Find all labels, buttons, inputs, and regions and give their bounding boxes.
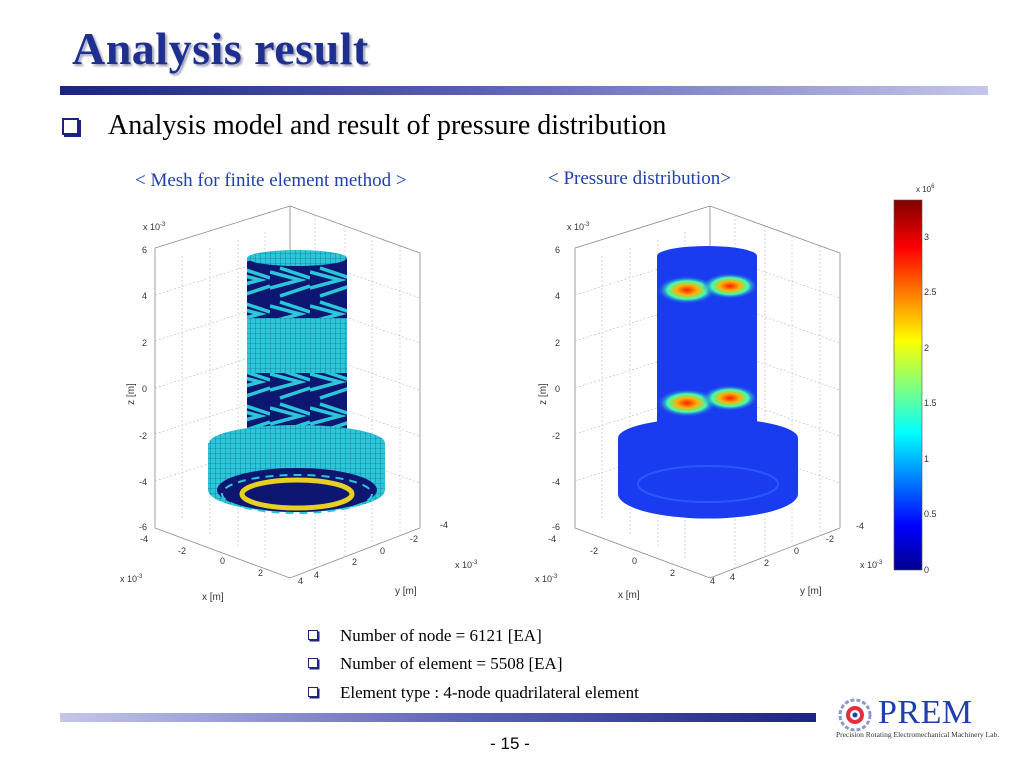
- info-item-elements: Number of element = 5508 [EA]: [308, 654, 563, 674]
- y-tick: 2: [352, 557, 357, 567]
- x-axis-label: x [m]: [618, 590, 640, 601]
- colorbar-tick: 1.5: [924, 398, 937, 408]
- y-tick: 0: [380, 546, 385, 556]
- x-tick: 0: [632, 556, 637, 566]
- x-tick: -2: [590, 546, 598, 556]
- x-tick: 4: [710, 576, 715, 586]
- y-tick: 0: [794, 546, 799, 556]
- y-tick: 2: [764, 558, 769, 568]
- x-axis-label: x [m]: [202, 592, 224, 603]
- mesh-caption: < Mesh for finite element method >: [135, 170, 407, 191]
- z-axis-label: z [m]: [538, 383, 549, 405]
- z-exponent: x 10-3: [143, 222, 166, 232]
- z-tick: -2: [552, 431, 560, 441]
- pressure-geometry: [618, 246, 798, 519]
- page-number: - 15 -: [490, 734, 530, 753]
- z-tick: 6: [142, 245, 147, 255]
- y-axis-label: y [m]: [395, 586, 417, 597]
- colorbar-tick: 1: [924, 454, 929, 464]
- x-tick: 0: [220, 556, 225, 566]
- prem-logo-icon: [838, 698, 872, 732]
- y-tick: -2: [826, 534, 834, 544]
- x-exponent: x 10-3: [120, 574, 143, 584]
- z-tick: 2: [142, 338, 147, 348]
- pressure-plot: 6 4 2 0 -2 -4 -6 x 10-3 z [m] -4 -2 0 2 …: [535, 205, 883, 601]
- z-tick: 4: [555, 291, 560, 301]
- x-tick: 4: [298, 576, 303, 586]
- z-tick: 6: [555, 245, 560, 255]
- y-tick: 4: [314, 570, 319, 580]
- z-tick: 4: [142, 291, 147, 301]
- colorbar-tick: 3: [924, 232, 929, 242]
- x-exponent: x 10-3: [535, 574, 558, 584]
- title-divider-bar: [60, 86, 988, 95]
- info-item-nodes: Number of node = 6121 [EA]: [308, 626, 542, 646]
- colorbar-tick: 2: [924, 343, 929, 353]
- x-tick: 2: [258, 568, 263, 578]
- y-tick: -4: [856, 521, 864, 531]
- y-tick: -4: [440, 520, 448, 530]
- y-tick: -2: [410, 534, 418, 544]
- y-exponent: x 10-3: [860, 560, 883, 570]
- z-axis-label: z [m]: [126, 383, 137, 405]
- y-exponent: x 10-3: [455, 560, 478, 570]
- slide-title: Analysis result: [72, 23, 369, 74]
- z-exponent: x 10-3: [567, 222, 590, 232]
- z-tick: -4: [552, 477, 560, 487]
- colorbar-exponent: x 106: [916, 184, 935, 194]
- x-tick: -4: [140, 534, 148, 544]
- z-tick: -4: [139, 477, 147, 487]
- footer-divider-bar: [60, 713, 816, 722]
- z-tick: -6: [139, 522, 147, 532]
- z-tick: -6: [552, 522, 560, 532]
- info-item-element-type: Element type : 4-node quadrilateral elem…: [308, 683, 639, 703]
- square-bullet-icon: [308, 630, 318, 640]
- y-axis-label: y [m]: [800, 586, 822, 597]
- z-tick: 0: [555, 384, 560, 394]
- mesh-plot: 6 4 2 0 -2 -4 -6 x 10-3 z [m] -4 -2 0 2 …: [120, 205, 478, 603]
- colorbar: x 106 3 2.5 2 1.5 1 0.5 0: [893, 184, 937, 575]
- x-tick: 2: [670, 568, 675, 578]
- square-bullet-icon: [62, 118, 79, 135]
- pressure-caption: < Pressure distribution>: [548, 168, 731, 189]
- colorbar-tick: 2.5: [924, 287, 937, 297]
- slide-subtitle: Analysis model and result of pressure di…: [108, 110, 667, 141]
- logo-name: PREM: [878, 694, 973, 731]
- mesh-geometry: [208, 250, 385, 514]
- x-tick: -4: [548, 534, 556, 544]
- square-bullet-icon: [308, 687, 318, 697]
- z-tick: 0: [142, 384, 147, 394]
- square-bullet-icon: [308, 658, 318, 668]
- z-tick: -2: [139, 431, 147, 441]
- y-tick: 4: [730, 572, 735, 582]
- colorbar-tick: 0.5: [924, 509, 937, 519]
- logo-subtitle: Precision Rotating Electromechanical Mac…: [836, 730, 1000, 739]
- x-tick: -2: [178, 546, 186, 556]
- colorbar-tick: 0: [924, 565, 929, 575]
- z-tick: 2: [555, 338, 560, 348]
